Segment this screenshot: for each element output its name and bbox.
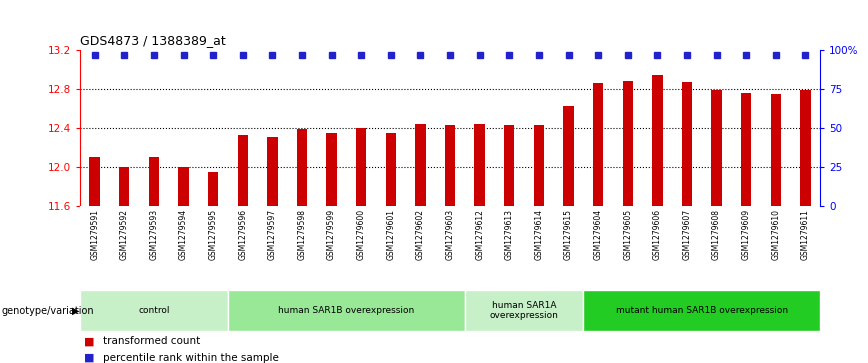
Text: percentile rank within the sample: percentile rank within the sample [103, 352, 279, 363]
Text: GSM1279613: GSM1279613 [505, 209, 514, 260]
Text: GSM1279603: GSM1279603 [445, 209, 455, 260]
Bar [238, 135, 248, 206]
Text: ■: ■ [84, 352, 95, 363]
Bar [681, 82, 692, 206]
Bar [178, 167, 188, 206]
Bar [712, 90, 722, 206]
Bar [385, 132, 396, 206]
Bar [89, 157, 100, 206]
Bar [148, 157, 159, 206]
Text: GSM1279594: GSM1279594 [179, 209, 188, 260]
Text: GSM1279601: GSM1279601 [386, 209, 395, 260]
Bar [356, 128, 366, 206]
Bar [771, 94, 781, 206]
Text: GSM1279614: GSM1279614 [535, 209, 543, 260]
Text: GSM1279591: GSM1279591 [90, 209, 99, 260]
Text: GSM1279610: GSM1279610 [772, 209, 780, 260]
Text: GSM1279592: GSM1279592 [120, 209, 128, 260]
Bar [326, 132, 337, 206]
Text: ■: ■ [84, 336, 95, 346]
Bar [228, 290, 465, 331]
Text: human SAR1A
overexpression: human SAR1A overexpression [490, 301, 558, 321]
Bar [208, 172, 219, 206]
Text: GSM1279609: GSM1279609 [742, 209, 751, 260]
Text: GSM1279615: GSM1279615 [564, 209, 573, 260]
Text: GSM1279607: GSM1279607 [682, 209, 692, 260]
Text: GSM1279597: GSM1279597 [268, 209, 277, 260]
Text: GSM1279600: GSM1279600 [357, 209, 365, 260]
Bar [622, 81, 633, 206]
Bar [583, 290, 820, 331]
Text: control: control [138, 306, 169, 315]
Bar [800, 90, 811, 206]
Text: GSM1279605: GSM1279605 [623, 209, 632, 260]
Bar [534, 125, 544, 206]
Bar [504, 125, 515, 206]
Text: genotype/variation: genotype/variation [2, 306, 95, 316]
Text: transformed count: transformed count [103, 336, 201, 346]
Text: GSM1279604: GSM1279604 [594, 209, 602, 260]
Text: ▶: ▶ [72, 306, 80, 316]
Text: GSM1279599: GSM1279599 [327, 209, 336, 260]
Text: GSM1279595: GSM1279595 [208, 209, 218, 260]
Bar [563, 106, 574, 206]
Text: GSM1279602: GSM1279602 [416, 209, 425, 260]
Text: GSM1279596: GSM1279596 [238, 209, 247, 260]
Bar [465, 290, 583, 331]
Bar [741, 93, 752, 206]
Bar [445, 125, 455, 206]
Text: human SAR1B overexpression: human SAR1B overexpression [279, 306, 415, 315]
Text: GSM1279598: GSM1279598 [298, 209, 306, 260]
Text: GSM1279608: GSM1279608 [712, 209, 721, 260]
Bar [80, 290, 228, 331]
Text: GSM1279593: GSM1279593 [149, 209, 158, 260]
Bar [267, 136, 278, 206]
Bar [415, 124, 425, 206]
Bar [297, 129, 307, 206]
Bar [119, 167, 129, 206]
Bar [475, 124, 485, 206]
Text: mutant human SAR1B overexpression: mutant human SAR1B overexpression [615, 306, 788, 315]
Text: GSM1279612: GSM1279612 [475, 209, 484, 260]
Bar [593, 83, 603, 206]
Bar [652, 75, 662, 206]
Text: GSM1279606: GSM1279606 [653, 209, 662, 260]
Text: GSM1279611: GSM1279611 [801, 209, 810, 260]
Text: GDS4873 / 1388389_at: GDS4873 / 1388389_at [80, 34, 226, 47]
